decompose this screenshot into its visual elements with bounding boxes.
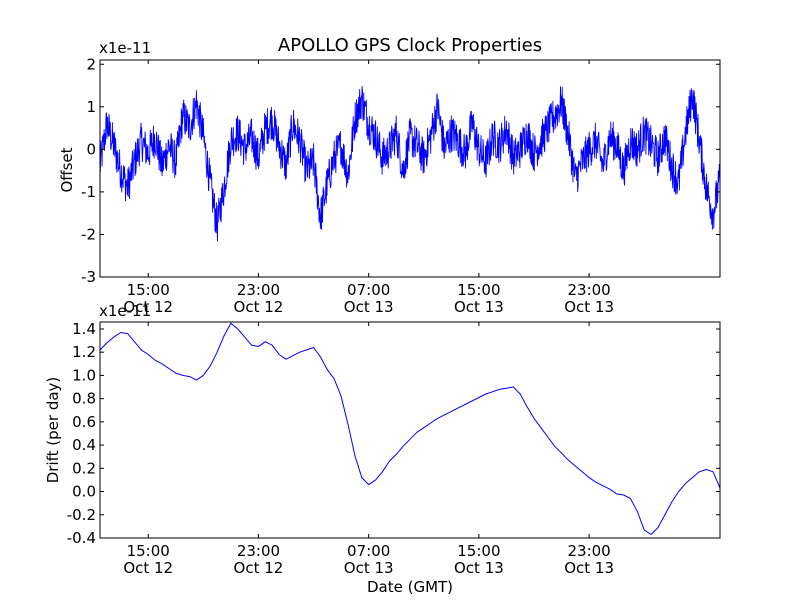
chart-title: APOLLO GPS Clock Properties bbox=[278, 35, 542, 56]
y-tick-label: 1.0 bbox=[72, 366, 96, 384]
y-tick-label: 1.4 bbox=[72, 320, 96, 338]
x-tick-date-label: Oct 12 bbox=[234, 298, 284, 316]
drift-scale-label: x1e-11 bbox=[99, 302, 151, 320]
x-tick-date-label: Oct 12 bbox=[123, 298, 173, 316]
x-tick-date-label: Oct 13 bbox=[564, 559, 614, 577]
x-tick-time-label: 23:00 bbox=[237, 542, 280, 560]
y-tick-label: 1 bbox=[86, 98, 96, 116]
y-tick-label: 0 bbox=[86, 140, 96, 158]
x-tick-date-label: Oct 12 bbox=[234, 559, 284, 577]
offset-y-axis-label: Offset bbox=[58, 147, 76, 192]
x-tick-date-label: Oct 13 bbox=[454, 559, 504, 577]
y-tick-label: -1 bbox=[81, 183, 96, 201]
x-axis-label: Date (GMT) bbox=[367, 578, 453, 596]
y-tick-label: -0.4 bbox=[67, 529, 96, 547]
y-tick-label: 0.0 bbox=[72, 483, 96, 501]
series-line-offset bbox=[99, 86, 721, 242]
x-tick-time-label: 23:00 bbox=[567, 542, 610, 560]
drift-plot-frame bbox=[99, 321, 721, 539]
x-tick-time-label: 15:00 bbox=[457, 281, 500, 299]
x-tick-time-label: 15:00 bbox=[127, 281, 170, 299]
x-tick-time-label: 07:00 bbox=[347, 281, 390, 299]
y-tick-label: -3 bbox=[81, 268, 96, 286]
drift-y-axis-label: Drift (per day) bbox=[44, 377, 62, 484]
offset-plot-frame bbox=[99, 59, 721, 278]
y-tick-label: -0.2 bbox=[67, 506, 96, 524]
y-tick-label: 1.2 bbox=[72, 343, 96, 361]
x-tick-time-label: 07:00 bbox=[347, 542, 390, 560]
x-tick-time-label: 15:00 bbox=[127, 542, 170, 560]
x-tick-time-label: 23:00 bbox=[237, 281, 280, 299]
y-tick-label: -2 bbox=[81, 225, 96, 243]
y-tick-label: 2 bbox=[86, 55, 96, 73]
drift-plot: x1e-11 Drift (per day) -0.4 -0.2 0.0 0.2 0.4… bbox=[44, 302, 721, 596]
x-tick-date-label: Oct 13 bbox=[454, 298, 504, 316]
x-tick-date-label: Oct 13 bbox=[344, 559, 394, 577]
x-tick-time-label: 23:00 bbox=[567, 281, 610, 299]
series-line-drift bbox=[99, 322, 721, 535]
x-tick-time-label: 15:00 bbox=[457, 542, 500, 560]
x-tick-date-label: Oct 12 bbox=[123, 559, 173, 577]
y-tick-label: 0.8 bbox=[72, 390, 96, 408]
offset-scale-label: x1e-11 bbox=[99, 39, 151, 57]
y-tick-label: 0.4 bbox=[72, 436, 96, 454]
y-tick-label: 0.2 bbox=[72, 459, 96, 477]
y-tick-label: 0.6 bbox=[72, 413, 96, 431]
x-tick-date-label: Oct 13 bbox=[344, 298, 394, 316]
x-tick-date-label: Oct 13 bbox=[564, 298, 614, 316]
